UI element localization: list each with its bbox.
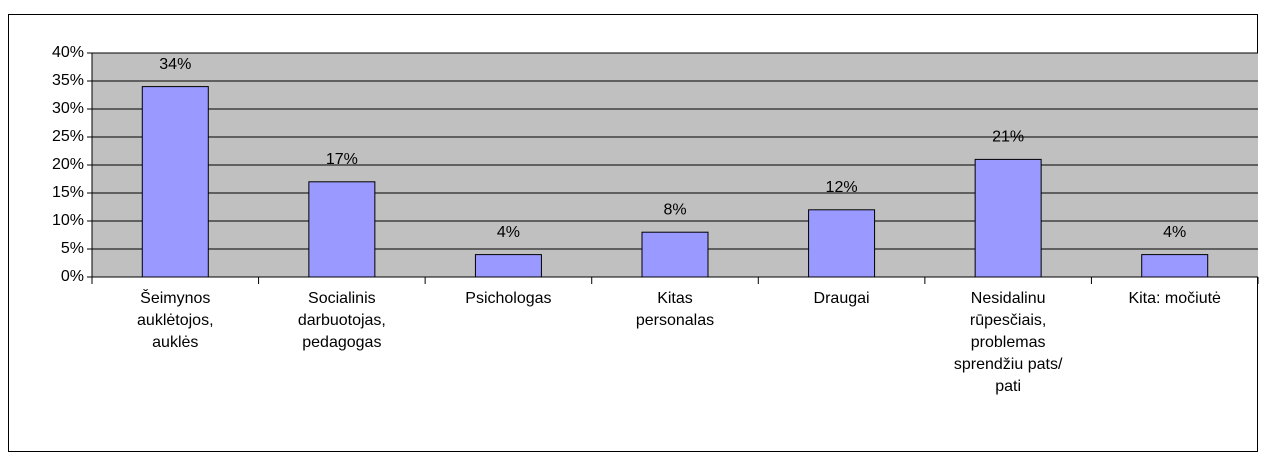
bar [974, 158, 1042, 278]
y-tick-label: 0% [61, 268, 84, 285]
x-tick-label: Kita: močiutė [1128, 290, 1221, 307]
x-tick-label: Psichologas [465, 290, 552, 307]
data-label: 21% [992, 129, 1024, 146]
data-label: 4% [497, 224, 520, 241]
x-tick-label: Šeimynos auklėtojos, auklės [137, 290, 214, 351]
x-tick-label: Kitas personalas [635, 290, 715, 329]
data-label: 4% [1163, 224, 1186, 241]
y-tick-label: 20% [52, 156, 84, 173]
y-tick-label: 5% [61, 240, 84, 257]
bar [641, 231, 709, 278]
bar [1141, 254, 1209, 278]
y-tick-label: 35% [52, 72, 84, 89]
y-tick-label: 30% [52, 100, 84, 117]
data-label: 12% [826, 179, 858, 196]
bar [808, 209, 876, 278]
bar [308, 181, 376, 278]
data-label: 34% [159, 56, 191, 73]
y-tick-label: 25% [52, 128, 84, 145]
x-tick-label: Socialinis darbuotojas, pedagogas [297, 290, 386, 351]
bar [474, 254, 542, 278]
x-tick-label: Nesidalinu rūpesčiais, problemas sprendž… [953, 290, 1063, 395]
data-label: 8% [663, 201, 686, 218]
y-tick-label: 40% [52, 44, 84, 61]
data-label: 17% [326, 151, 358, 168]
y-tick-label: 15% [52, 184, 84, 201]
y-tick-label: 10% [52, 212, 84, 229]
bar [141, 86, 209, 278]
x-tick-label: Draugai [813, 290, 870, 307]
